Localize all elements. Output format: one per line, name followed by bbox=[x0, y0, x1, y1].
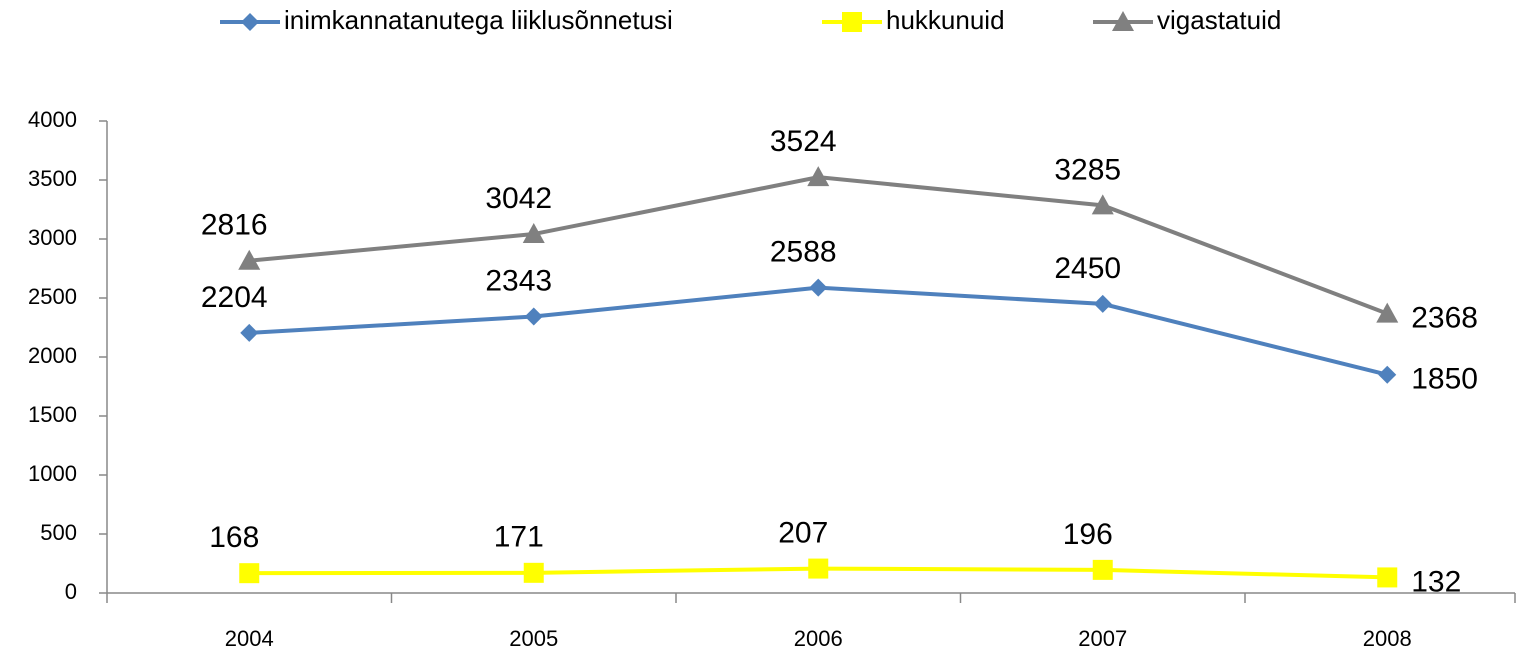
x-tick-label: 2007 bbox=[1078, 626, 1127, 651]
data-label: 3524 bbox=[770, 125, 837, 158]
data-label: 132 bbox=[1411, 565, 1461, 598]
data-label: 3285 bbox=[1054, 153, 1121, 186]
marker bbox=[524, 307, 543, 326]
x-tick-label: 2005 bbox=[509, 626, 558, 651]
marker bbox=[1377, 567, 1398, 588]
legend-marker bbox=[1112, 11, 1134, 31]
y-tick-label: 0 bbox=[65, 579, 77, 604]
x-tick-label: 2008 bbox=[1363, 626, 1412, 651]
data-label: 2368 bbox=[1411, 301, 1478, 334]
data-label: 196 bbox=[1063, 518, 1113, 551]
x-tick-label: 2004 bbox=[225, 626, 274, 651]
legend-label: vigastatuid bbox=[1157, 5, 1281, 35]
legend-label: inimkannatanutega liiklusõnnetusi bbox=[284, 5, 673, 35]
marker bbox=[1376, 302, 1399, 323]
marker bbox=[239, 563, 260, 584]
marker bbox=[240, 323, 259, 342]
marker bbox=[1093, 294, 1112, 313]
data-label: 171 bbox=[494, 521, 544, 554]
data-label: 1850 bbox=[1411, 363, 1478, 396]
data-label: 207 bbox=[778, 516, 828, 549]
data-label: 2343 bbox=[485, 264, 552, 297]
y-tick-label: 3000 bbox=[28, 225, 77, 250]
legend-label: hukkunuid bbox=[886, 5, 1005, 35]
marker bbox=[522, 223, 545, 244]
data-label: 2588 bbox=[770, 236, 837, 269]
marker bbox=[523, 562, 544, 583]
y-tick-label: 2500 bbox=[28, 284, 77, 309]
y-tick-label: 1500 bbox=[28, 402, 77, 427]
y-tick-label: 3500 bbox=[28, 166, 77, 191]
marker bbox=[807, 166, 830, 187]
data-label: 3042 bbox=[485, 182, 552, 215]
marker bbox=[1092, 559, 1113, 580]
data-label: 2816 bbox=[201, 209, 268, 242]
data-label: 2204 bbox=[201, 281, 268, 314]
y-tick-label: 2000 bbox=[28, 343, 77, 368]
marker bbox=[808, 558, 829, 579]
marker bbox=[1378, 365, 1397, 384]
data-label: 2450 bbox=[1054, 252, 1121, 285]
line bbox=[249, 285, 1388, 377]
y-tick-label: 500 bbox=[40, 520, 77, 545]
marker bbox=[809, 278, 828, 297]
y-tick-label: 1000 bbox=[28, 461, 77, 486]
marker bbox=[1091, 194, 1114, 215]
legend-marker bbox=[842, 12, 862, 32]
data-label: 168 bbox=[209, 521, 259, 554]
marker bbox=[238, 249, 261, 270]
y-tick-label: 4000 bbox=[28, 107, 77, 132]
legend-marker bbox=[241, 13, 259, 31]
x-tick-label: 2006 bbox=[794, 626, 843, 651]
